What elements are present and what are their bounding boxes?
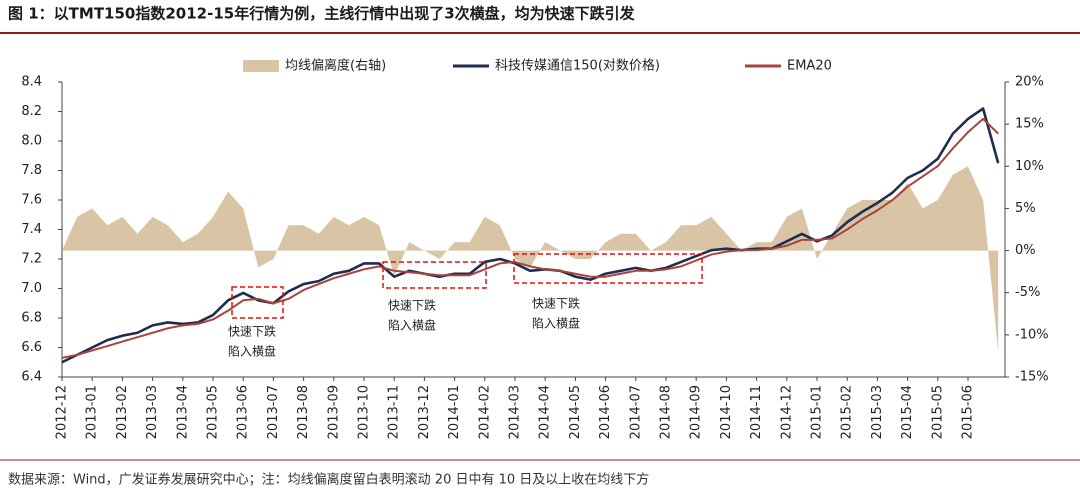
x-tick-label: 2013-03 [145, 385, 160, 439]
x-tick-label: 2014-03 [508, 385, 523, 439]
annotation-text: 快速下跌 [228, 324, 276, 339]
y2-tick-label: 20% [1015, 75, 1044, 90]
x-tick-label: 2015-01 [810, 385, 825, 439]
x-tick-label: 2014-05 [568, 385, 583, 439]
y2-tick-label: 10% [1015, 159, 1044, 174]
legend-label: 均线偏离度(右轴) [285, 58, 386, 74]
x-tick-label: 2014-10 [719, 385, 734, 439]
x-tick-label: 2015-05 [930, 385, 945, 439]
y2-tick-label: 5% [1015, 201, 1036, 216]
x-tick-label: 2013-07 [266, 385, 281, 439]
x-tick-label: 2015-02 [840, 385, 855, 439]
x-tick-label: 2014-02 [477, 385, 492, 439]
y2-tick-label: -5% [1015, 285, 1040, 300]
annotation-text: 快速下跌 [532, 296, 580, 311]
x-tick-label: 2014-04 [538, 385, 553, 439]
y-tick-label: 8.4 [21, 75, 42, 90]
x-tick-label: 2014-01 [447, 385, 462, 439]
x-tick-label: 2013-04 [175, 385, 190, 439]
x-tick-label: 2014-11 [749, 385, 764, 439]
series-line [61, 117, 999, 359]
annotation-box [231, 286, 284, 319]
source: 数据来源：Wind，广发证券发展研究中心；注：均线偏离度留白表明滚动 20 日中… [8, 472, 649, 488]
y2-tick-label: 0% [1015, 243, 1036, 258]
x-tick-label: 2015-04 [900, 385, 915, 439]
y2-tick-label: -15% [1015, 370, 1049, 385]
x-tick-label: 2014-09 [689, 385, 704, 439]
x-tick-label: 2014-06 [598, 385, 613, 439]
legend-swatch [243, 60, 279, 72]
x-tick-label: 2012-12 [55, 385, 70, 439]
y-tick-label: 6.6 [21, 340, 42, 355]
y-tick-label: 7.0 [21, 281, 42, 296]
annotation-box [513, 253, 703, 284]
x-tick-label: 2014-07 [628, 385, 643, 439]
x-tick-label: 2013-05 [206, 385, 221, 439]
y-tick-label: 7.2 [21, 252, 42, 267]
y-tick-label: 8.2 [21, 104, 42, 119]
y-tick-label: 7.4 [21, 222, 42, 237]
x-tick-label: 2015-03 [870, 385, 885, 439]
annotation-text: 陷入横盘 [228, 344, 276, 359]
x-tick-label: 2013-11 [387, 385, 402, 439]
y-tick-label: 7.8 [21, 163, 42, 178]
x-tick-label: 2015-06 [961, 385, 976, 439]
annotation-text: 快速下跌 [388, 298, 436, 313]
y-tick-label: 6.4 [21, 370, 42, 385]
chart-title: 图 1：以TMT150指数2012-15年行情为例，主线行情中出现了3次横盘，均… [8, 5, 636, 23]
y-tick-label: 7.6 [21, 193, 42, 208]
series-line [61, 107, 1000, 364]
y-tick-label: 6.8 [21, 311, 42, 326]
x-tick-label: 2013-02 [115, 385, 130, 439]
legend-label: EMA20 [787, 59, 832, 74]
annotation-box [382, 261, 487, 289]
x-tick-label: 2013-08 [296, 385, 311, 439]
x-tick-label: 2013-06 [236, 385, 251, 439]
x-tick-label: 2013-09 [326, 385, 341, 439]
x-tick-label: 2013-12 [417, 385, 432, 439]
x-tick-label: 2014-12 [779, 385, 794, 439]
x-tick-label: 2013-10 [357, 385, 372, 439]
annotation-text: 陷入横盘 [388, 318, 436, 333]
deviation-area [62, 166, 999, 352]
y-tick-label: 8.0 [21, 134, 42, 149]
legend-label: 科技传媒通信150(对数价格) [495, 58, 660, 74]
x-tick-label: 2014-08 [659, 385, 674, 439]
annotation-text: 陷入横盘 [532, 316, 580, 331]
y2-tick-label: -10% [1015, 327, 1049, 342]
y2-tick-label: 15% [1015, 117, 1044, 132]
x-tick-label: 2013-01 [85, 385, 100, 439]
